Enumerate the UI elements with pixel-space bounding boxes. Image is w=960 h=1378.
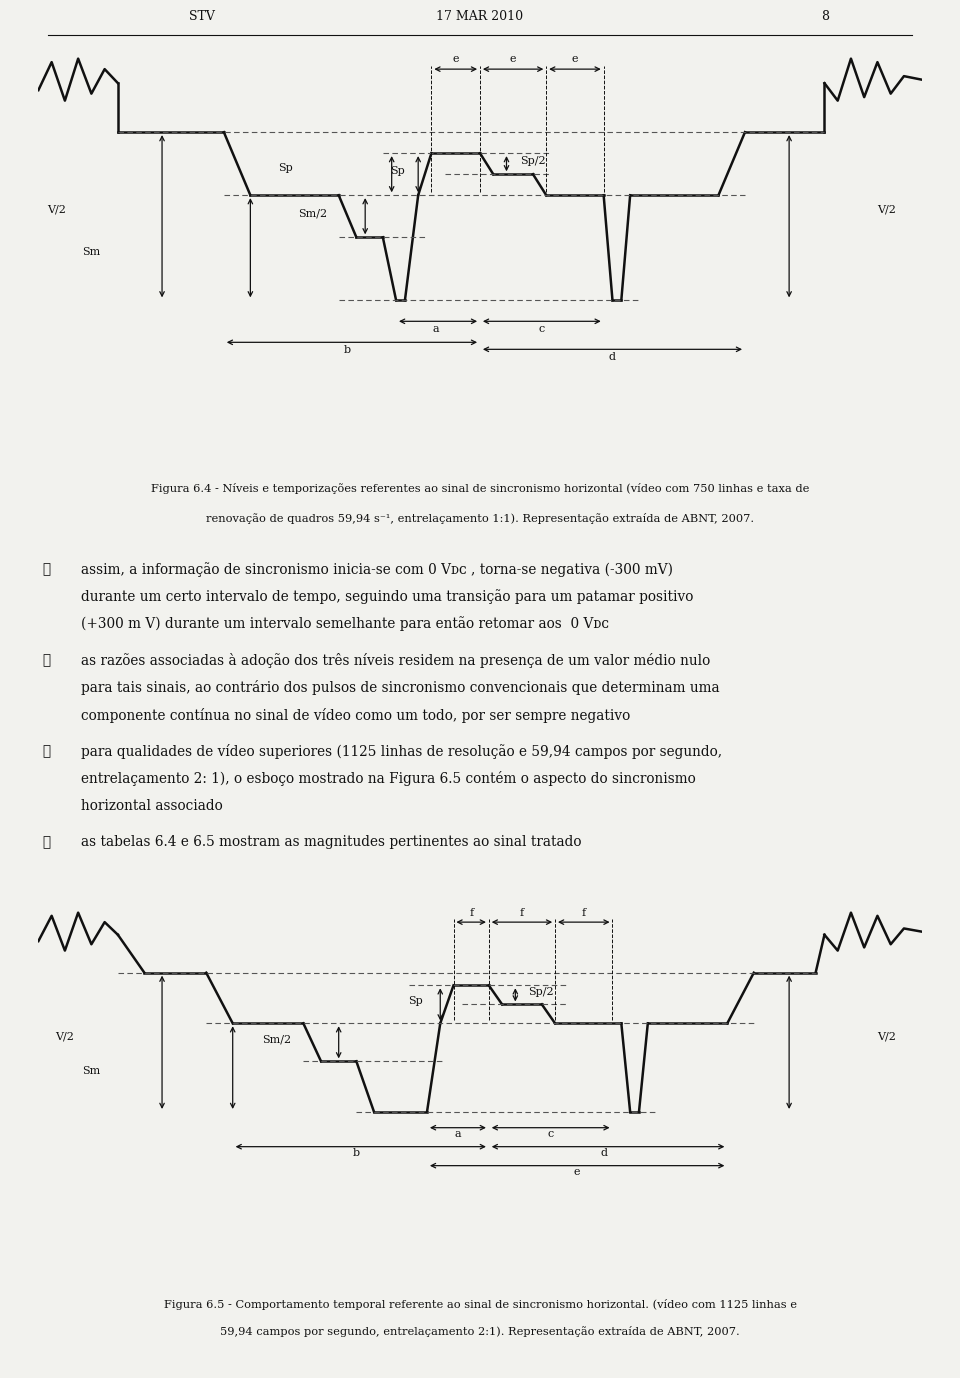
Text: d: d (600, 1148, 607, 1158)
Text: c: c (539, 324, 545, 333)
Text: durante um certo intervalo de tempo, seguindo uma transição para um patamar posi: durante um certo intervalo de tempo, seg… (81, 590, 693, 604)
Text: Sm/2: Sm/2 (298, 208, 326, 218)
Text: para tais sinais, ao contrário dos pulsos de sincronismo convencionais que deter: para tais sinais, ao contrário dos pulso… (81, 681, 719, 695)
Text: d: d (609, 351, 616, 362)
Text: Sm: Sm (83, 247, 101, 256)
Text: horizontal associado: horizontal associado (81, 799, 223, 813)
Text: b: b (352, 1148, 360, 1158)
Text: b: b (344, 344, 351, 354)
Text: a: a (433, 324, 439, 333)
Text: e: e (574, 1167, 581, 1177)
Text: e: e (572, 54, 578, 65)
Text: f: f (582, 908, 586, 918)
Text: Figura 6.5 - Comportamento temporal referente ao sinal de sincronismo horizontal: Figura 6.5 - Comportamento temporal refe… (163, 1298, 797, 1309)
Text: Sp/2: Sp/2 (519, 156, 545, 165)
Text: ➢: ➢ (43, 653, 51, 667)
Text: Sp: Sp (390, 167, 405, 176)
Text: as tabelas 6.4 e 6.5 mostram as magnitudes pertinentes ao sinal tratado: as tabelas 6.4 e 6.5 mostram as magnitud… (81, 835, 582, 849)
Text: ➢: ➢ (43, 744, 51, 758)
Text: Sm: Sm (83, 1067, 101, 1076)
Text: V/2: V/2 (876, 205, 896, 215)
Text: Figura 6.4 - Níveis e temporizações referentes ao sinal de sincronismo horizonta: Figura 6.4 - Níveis e temporizações refe… (151, 484, 809, 493)
Text: STV: STV (189, 10, 214, 22)
Text: renovação de quadros 59,94 s⁻¹, entrelaçamento 1:1). Representação extraída de A: renovação de quadros 59,94 s⁻¹, entrelaç… (206, 514, 754, 524)
Text: (+300 m V) durante um intervalo semelhante para então retomar aos  0 Vᴅᴄ: (+300 m V) durante um intervalo semelhan… (81, 616, 609, 631)
Text: e: e (510, 54, 516, 65)
Text: 17 MAR 2010: 17 MAR 2010 (437, 10, 523, 22)
Text: as razões associadas à adoção dos três níveis residem na presença de um valor mé: as razões associadas à adoção dos três n… (81, 653, 710, 668)
Text: 59,94 campos por segundo, entrelaçamento 2:1). Representação extraída de ABNT, 2: 59,94 campos por segundo, entrelaçamento… (220, 1326, 740, 1337)
Text: c: c (547, 1129, 554, 1140)
Text: ➢: ➢ (43, 562, 51, 576)
Text: ➢: ➢ (43, 835, 51, 849)
Text: para qualidades de vídeo superiores (1125 linhas de resolução e 59,94 campos por: para qualidades de vídeo superiores (112… (81, 744, 722, 759)
Text: a: a (455, 1129, 461, 1140)
Text: f: f (469, 908, 473, 918)
Text: Sp: Sp (408, 996, 422, 1006)
Text: Sp/2: Sp/2 (529, 987, 554, 996)
Text: Sm/2: Sm/2 (262, 1035, 292, 1045)
Text: e: e (452, 54, 459, 65)
Text: V/2: V/2 (876, 1031, 896, 1042)
Text: V/2: V/2 (47, 205, 65, 215)
Text: f: f (520, 908, 524, 918)
Text: Sp: Sp (278, 163, 293, 172)
Text: entrelaçamento 2: 1), o esboço mostrado na Figura 6.5 contém o aspecto do sincro: entrelaçamento 2: 1), o esboço mostrado … (81, 772, 696, 787)
Text: V/2: V/2 (56, 1031, 74, 1042)
Text: assim, a informação de sincronismo inicia-se com 0 Vᴅᴄ , torna-se negativa (-300: assim, a informação de sincronismo inici… (81, 562, 673, 576)
Text: componente contínua no sinal de vídeo como um todo, por ser sempre negativo: componente contínua no sinal de vídeo co… (81, 707, 630, 722)
Text: 8: 8 (822, 10, 829, 22)
